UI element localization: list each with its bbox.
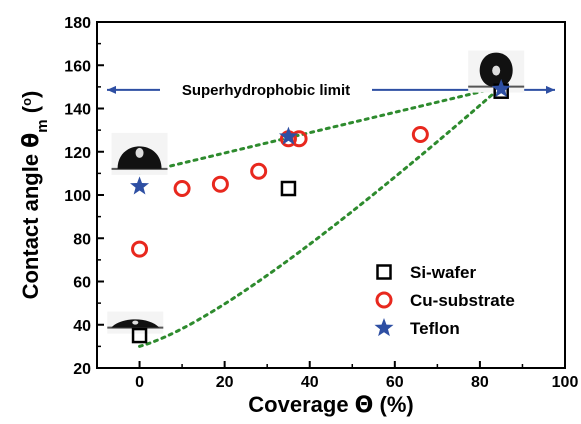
droplet-high-highlight	[492, 65, 501, 76]
cu-substrate-point	[131, 240, 149, 258]
guide-line-lower	[138, 85, 503, 348]
si-wafer-point	[131, 327, 148, 344]
x-tick-label: 80	[471, 374, 489, 391]
guide-line-upper	[138, 85, 503, 175]
y-tick-label: 40	[73, 318, 91, 335]
cu-substrate-point	[411, 125, 429, 143]
y-axis-title-unit-close: )	[18, 91, 43, 98]
x-tick-label: 0	[135, 374, 144, 391]
data-markers	[130, 79, 511, 344]
legend-label-cu-substrate: Cu-substrate	[410, 291, 515, 310]
y-tick-label: 80	[73, 231, 91, 248]
legend: Si-wafer Cu-substrate Teflon	[374, 263, 515, 338]
superhydrophobic-limit: Superhydrophobic limit	[107, 82, 555, 99]
cu-substrate-point	[250, 162, 268, 180]
x-tick-label: 20	[216, 374, 234, 391]
y-axis-title-unit-open: (	[18, 105, 43, 119]
axis-ticks: 0 20 40 60 80 100 20 40 60 80 100 120 140 160 180	[64, 15, 578, 391]
x-axis-title-prefix: Coverage	[248, 392, 354, 417]
y-axis-title: Contact angle θm (o)	[18, 91, 51, 300]
droplet-insets	[107, 50, 525, 334]
y-tick-label: 140	[64, 102, 91, 119]
legend-marker-teflon	[374, 318, 394, 337]
droplet-mid-highlight	[135, 147, 144, 158]
y-axis-title-subscript: m	[34, 119, 51, 132]
legend-marker-cu-substrate	[375, 291, 393, 309]
x-axis-title-symbol: Θ	[355, 393, 374, 418]
legend-label-si-wafer: Si-wafer	[410, 263, 477, 282]
teflon-point	[491, 79, 511, 98]
y-axis-title-degree: o	[19, 98, 34, 106]
cu-substrate-point	[173, 180, 191, 198]
x-axis-title: Coverage Θ (%)	[248, 392, 413, 418]
y-axis-title-symbol: θ	[19, 133, 44, 148]
x-tick-label: 60	[386, 374, 404, 391]
y-axis-title-prefix: Contact angle	[18, 148, 43, 300]
y-tick-label: 60	[73, 275, 91, 292]
cu-substrate-point	[211, 175, 229, 193]
y-tick-label: 20	[73, 361, 91, 378]
x-tick-label: 100	[552, 374, 579, 391]
y-tick-label: 100	[64, 188, 91, 205]
reference-arrow-left-icon	[107, 85, 116, 94]
y-tick-label: 180	[64, 15, 91, 32]
legend-label-teflon: Teflon	[410, 319, 460, 338]
droplet-mid	[111, 132, 168, 175]
droplet-low-highlight	[132, 320, 139, 325]
guide-lines	[138, 85, 503, 348]
x-tick-label: 40	[301, 374, 319, 391]
legend-marker-si-wafer	[376, 264, 392, 280]
teflon-point	[278, 126, 298, 145]
superhydrophobic-limit-label: Superhydrophobic limit	[182, 82, 350, 99]
teflon-point	[130, 176, 150, 195]
y-tick-label: 160	[64, 58, 91, 75]
y-tick-label: 120	[64, 145, 91, 162]
droplet-low	[107, 311, 164, 334]
reference-arrow-right-icon	[546, 85, 555, 94]
si-wafer-point	[280, 180, 297, 197]
x-axis-title-unit: (%)	[373, 392, 413, 417]
